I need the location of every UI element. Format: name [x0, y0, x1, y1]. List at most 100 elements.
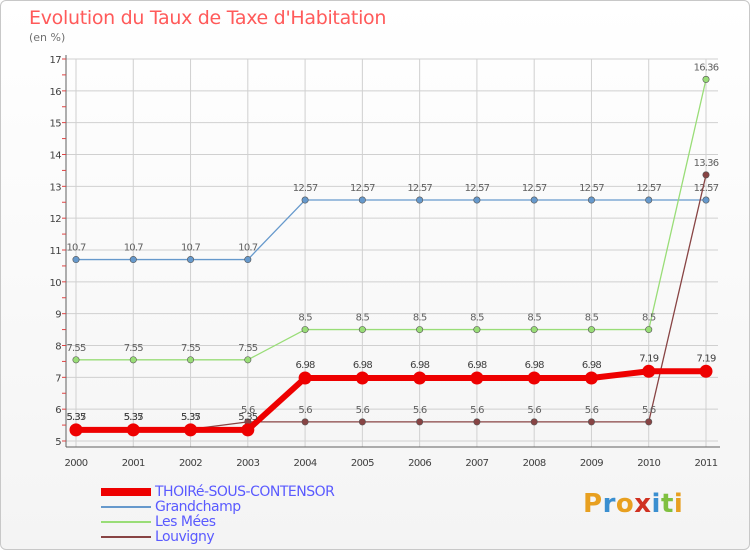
data-point-louvigny: [301, 418, 309, 426]
data-label-louvigny: 5.37: [124, 412, 144, 423]
logo-letter: r: [602, 489, 616, 519]
data-label-thoir-sous-contensor: 5.35: [238, 412, 258, 423]
x-tick-label: 2003: [236, 458, 259, 469]
logo-letter: x: [634, 489, 652, 519]
series-line-thoir-sous-contensor: [76, 368, 706, 433]
y-tick-label: 6: [55, 405, 61, 416]
logo-letter: i: [673, 489, 684, 519]
data-label-grandchamp: 10.7: [238, 243, 258, 254]
data-label-thoir-sous-contensor: 5.35: [124, 412, 144, 423]
data-label-les-m-es: 7.55: [238, 343, 258, 354]
data-label-louvigny: 5.6: [527, 405, 541, 416]
data-label-louvigny: 5.37: [181, 412, 201, 423]
data-label-les-m-es: 8.5: [298, 313, 312, 324]
data-point-grandchamp: [129, 256, 137, 264]
y-tick-label: 14: [49, 151, 61, 162]
data-label-les-m-es: 7.55: [181, 343, 201, 354]
data-label-thoir-sous-contensor: 6.98: [296, 360, 316, 371]
legend-swatch: [101, 536, 151, 538]
x-tick-label: 2010: [637, 458, 660, 469]
data-label-grandchamp: 12.57: [407, 183, 432, 194]
data-point-thoir-sous-contensor: [298, 371, 312, 385]
data-point-grandchamp: [587, 196, 595, 204]
data-label-louvigny: 5.6: [585, 405, 599, 416]
data-label-les-m-es: 7.55: [66, 343, 86, 354]
x-tick-label: 2011: [694, 458, 717, 469]
data-point-grandchamp: [72, 256, 80, 264]
data-label-thoir-sous-contensor: 5.35: [66, 412, 86, 423]
x-tick-label: 2009: [580, 458, 603, 469]
data-label-les-m-es: 8.5: [356, 313, 370, 324]
x-tick-label: 2005: [351, 458, 374, 469]
data-point-les-m-es: [702, 75, 710, 83]
logo-letter: o: [615, 489, 635, 519]
data-label-thoir-sous-contensor: 6.98: [353, 360, 373, 371]
data-label-louvigny: 5.6: [298, 405, 312, 416]
data-point-louvigny: [416, 418, 424, 426]
data-point-thoir-sous-contensor: [126, 423, 140, 437]
data-label-les-m-es: 8.5: [642, 313, 656, 324]
data-point-grandchamp: [416, 196, 424, 204]
x-tick-label: 2000: [64, 458, 87, 469]
data-point-les-m-es: [587, 326, 595, 334]
data-point-grandchamp: [702, 196, 710, 204]
chart-unit-label: (en %): [29, 31, 66, 44]
data-label-louvigny: 5.6: [413, 405, 427, 416]
data-label-louvigny: 5.6: [241, 405, 255, 416]
data-label-thoir-sous-contensor: 7.19: [696, 353, 716, 364]
data-point-louvigny: [473, 418, 481, 426]
data-label-thoir-sous-contensor: 6.98: [467, 360, 487, 371]
logo-letter: t: [660, 489, 674, 519]
legend-label: Louvigny: [155, 529, 215, 545]
data-point-les-m-es: [530, 326, 538, 334]
data-point-les-m-es: [473, 326, 481, 334]
y-tick-label: 16: [49, 87, 61, 98]
data-point-thoir-sous-contensor: [413, 371, 427, 385]
data-label-louvigny: 5.37: [66, 412, 86, 423]
proxiti-logo: Proxiti: [583, 489, 683, 519]
data-label-les-m-es: 8.5: [413, 313, 427, 324]
data-label-grandchamp: 12.57: [465, 183, 490, 194]
data-point-louvigny: [702, 171, 710, 179]
legend-swatch: [101, 488, 151, 496]
logo-letter: P: [583, 489, 603, 519]
data-point-grandchamp: [473, 196, 481, 204]
x-tick-label: 2007: [465, 458, 488, 469]
y-tick-label: 10: [49, 278, 61, 289]
data-point-thoir-sous-contensor: [584, 371, 598, 385]
data-label-grandchamp: 12.57: [293, 183, 318, 194]
data-label-grandchamp: 10.7: [124, 243, 144, 254]
data-point-les-m-es: [416, 326, 424, 334]
data-label-les-m-es: 7.55: [124, 343, 144, 354]
data-point-louvigny: [358, 418, 366, 426]
y-tick-label: 12: [49, 214, 61, 225]
data-label-grandchamp: 12.57: [636, 183, 661, 194]
y-tick-label: 7: [55, 373, 61, 384]
data-label-grandchamp: 10.7: [66, 243, 86, 254]
data-label-louvigny: 13.36: [694, 158, 719, 169]
legend-swatch: [101, 506, 151, 508]
data-label-louvigny: 5.6: [356, 405, 370, 416]
series-line-les-m-es: [76, 79, 707, 361]
chart-title: Evolution du Taux de Taxe d'Habitation: [29, 7, 387, 29]
legend-swatch: [101, 521, 151, 523]
data-label-grandchamp: 12.57: [522, 183, 547, 194]
legend-label: THOIRé-SOUS-CONTENSOR: [155, 484, 335, 500]
data-point-les-m-es: [645, 326, 653, 334]
data-point-les-m-es: [244, 356, 252, 364]
data-point-grandchamp: [530, 196, 538, 204]
data-point-les-m-es: [358, 326, 366, 334]
y-tick-label: 9: [55, 310, 61, 321]
data-label-thoir-sous-contensor: 7.19: [639, 353, 659, 364]
data-label-les-m-es: 8.5: [585, 313, 599, 324]
x-tick-label: 2006: [408, 458, 431, 469]
data-label-thoir-sous-contensor: 6.98: [525, 360, 545, 371]
legend-label: Les Mées: [155, 514, 216, 530]
series-line-grandchamp: [76, 199, 706, 261]
series-line-louvigny: [76, 174, 707, 430]
data-point-thoir-sous-contensor: [470, 371, 484, 385]
y-tick-label: 8: [55, 342, 61, 353]
data-point-les-m-es: [129, 356, 137, 364]
legend-label: Grandchamp: [155, 499, 241, 515]
